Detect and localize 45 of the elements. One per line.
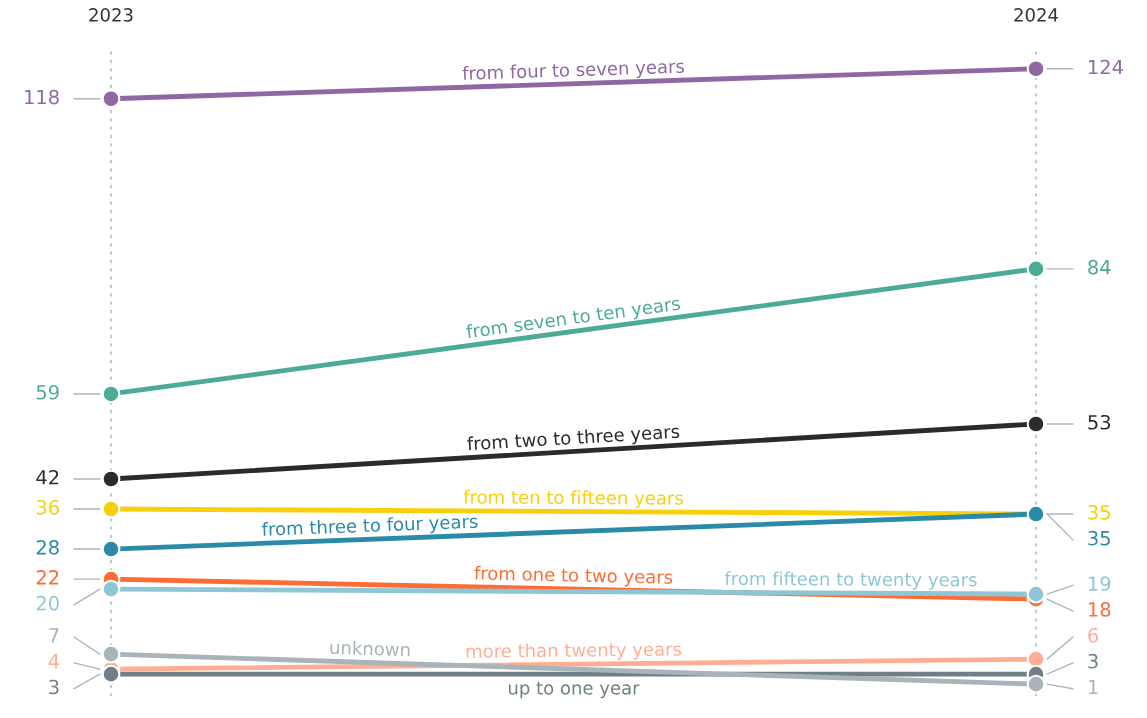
x-tick-label: 2023 bbox=[89, 8, 133, 22]
series-label: more than twenty years bbox=[466, 641, 682, 662]
data-label: 118 bbox=[25, 89, 59, 105]
data-label: 3 bbox=[49, 679, 59, 695]
x-tick-label: 2024 bbox=[1014, 8, 1058, 22]
series-label: from three to four years bbox=[261, 513, 478, 540]
point bbox=[1026, 674, 1046, 694]
data-label: 59 bbox=[36, 384, 59, 400]
data-label: 35 bbox=[1088, 504, 1110, 520]
series-label: from four to seven years bbox=[462, 58, 685, 84]
data-label: 22 bbox=[36, 570, 59, 585]
data-label: 20 bbox=[36, 595, 59, 611]
point bbox=[1026, 59, 1046, 79]
series-label: from two to three years bbox=[466, 423, 680, 455]
point bbox=[1026, 584, 1046, 604]
data-label: 4 bbox=[48, 654, 60, 669]
point bbox=[1026, 414, 1046, 434]
point bbox=[101, 664, 121, 684]
point bbox=[101, 644, 121, 664]
data-label: 124 bbox=[1089, 59, 1123, 75]
data-label: 28 bbox=[36, 539, 59, 555]
series-label: unknown bbox=[330, 640, 410, 657]
data-label: 6 bbox=[1088, 627, 1099, 643]
series-label: from ten to fifteen years bbox=[463, 489, 683, 509]
data-label: 3 bbox=[1088, 653, 1098, 669]
data-label: 7 bbox=[49, 628, 59, 643]
data-label: 18 bbox=[1089, 602, 1111, 617]
point bbox=[101, 539, 121, 559]
series-label: from one to two years bbox=[474, 565, 673, 588]
point bbox=[101, 89, 121, 109]
point bbox=[101, 384, 121, 404]
data-label: 84 bbox=[1088, 259, 1111, 275]
point bbox=[101, 579, 121, 599]
point bbox=[1026, 259, 1046, 279]
data-label: 42 bbox=[36, 469, 59, 485]
data-label: 36 bbox=[36, 499, 59, 515]
point bbox=[101, 469, 121, 489]
data-label: 19 bbox=[1089, 576, 1111, 591]
data-label: 35 bbox=[1088, 530, 1110, 546]
series-label: up to one year bbox=[508, 681, 640, 699]
data-label: 1 bbox=[1089, 679, 1098, 695]
series-label: from fifteen to twenty years bbox=[724, 571, 977, 590]
data-label: 53 bbox=[1088, 414, 1111, 430]
text: from seven to ten years bbox=[465, 295, 681, 342]
point bbox=[101, 499, 121, 519]
